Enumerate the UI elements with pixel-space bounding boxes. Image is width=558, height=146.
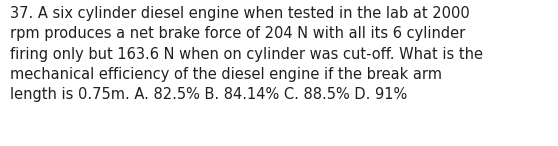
Text: 37. A six cylinder diesel engine when tested in the lab at 2000
rpm produces a n: 37. A six cylinder diesel engine when te… — [10, 6, 483, 102]
